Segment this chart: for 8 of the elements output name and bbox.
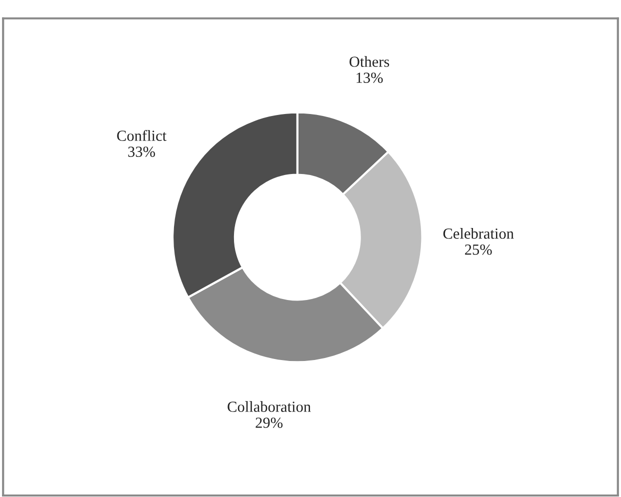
data-label: 25% [465,244,492,255]
slice-label: Conflict [117,130,166,141]
data-label: 33% [128,146,156,157]
data-label: 29% [256,418,283,428]
data-label: 13% [356,72,383,83]
slice-label: Collaboration [228,401,311,412]
slice-label: Others [350,56,390,67]
slice-label: Celebration [443,228,514,239]
